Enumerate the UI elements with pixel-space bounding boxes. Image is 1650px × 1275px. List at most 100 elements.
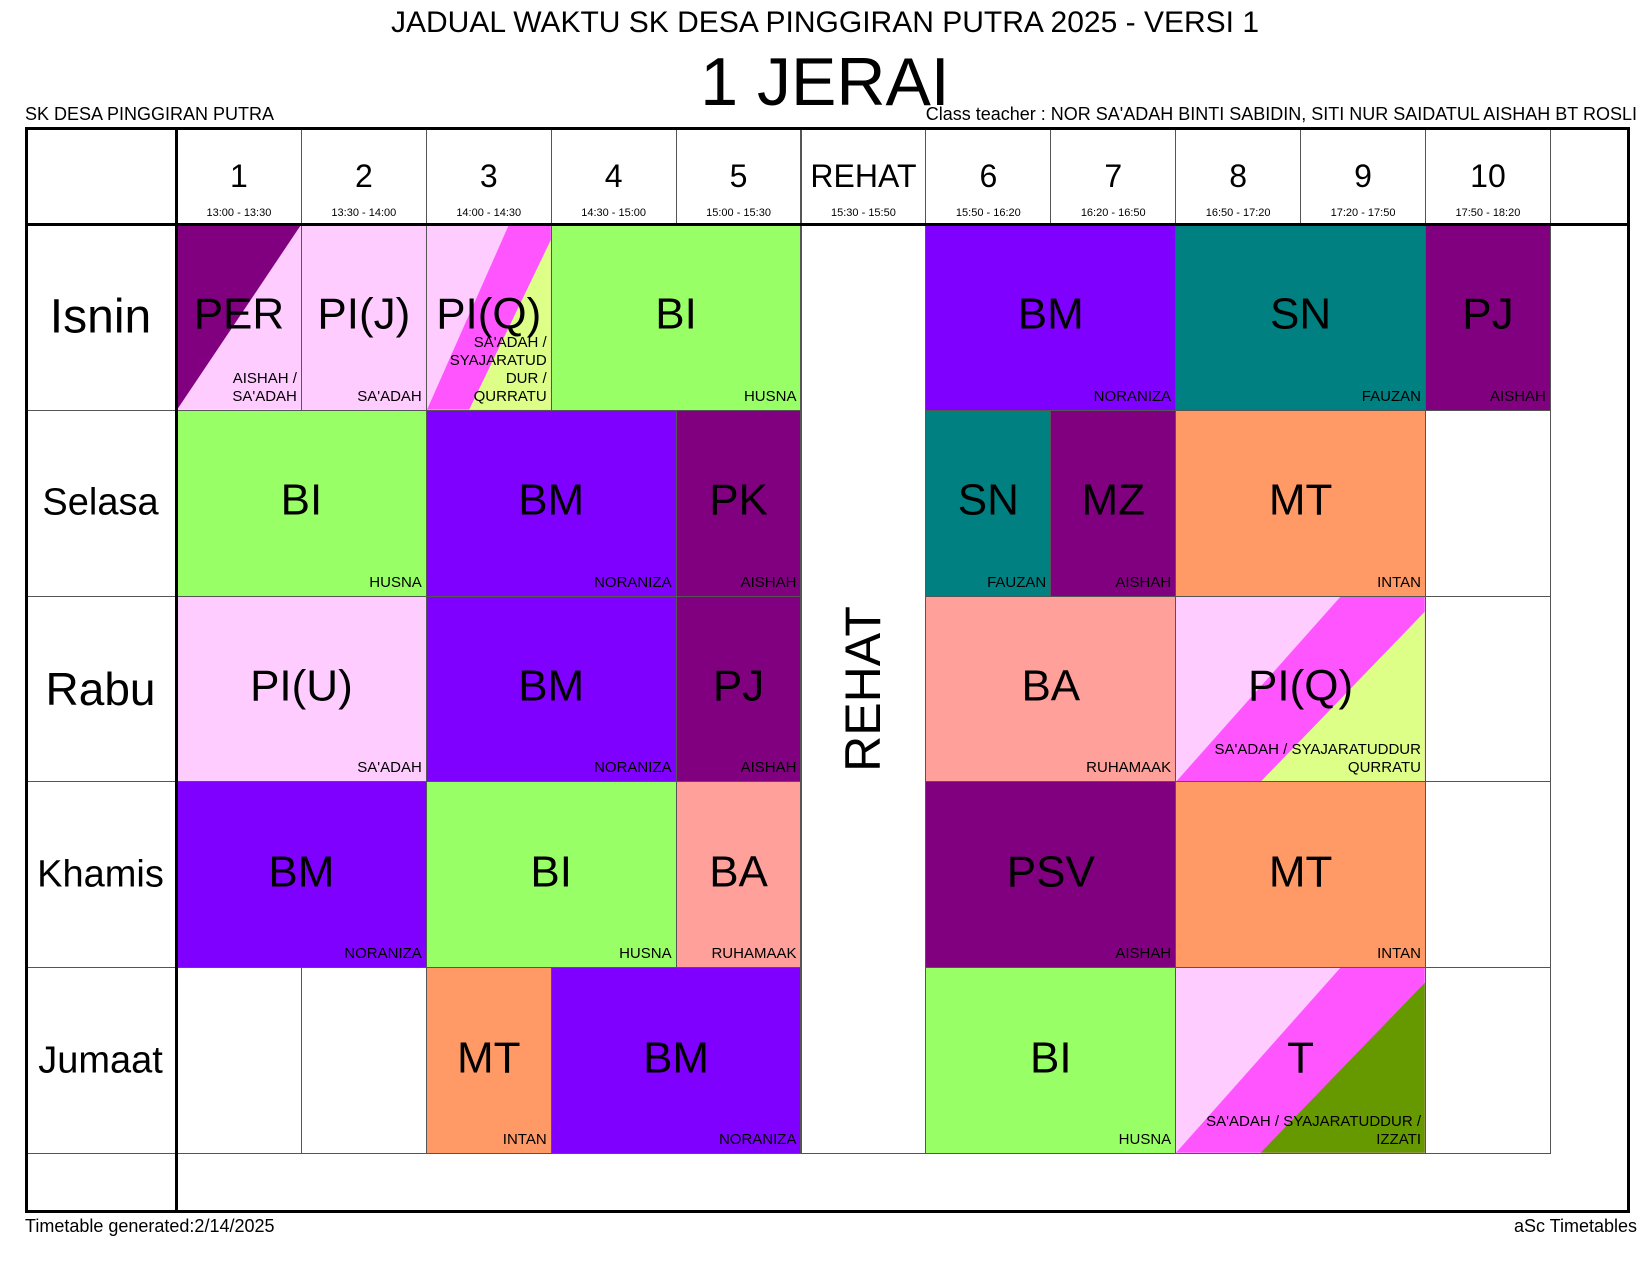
lesson-teacher: SA'ADAH xyxy=(357,387,422,405)
period-number: 5 xyxy=(729,158,748,194)
lesson-card[interactable]: SN FAUZAN xyxy=(925,409,1052,597)
lesson-subject: BM xyxy=(518,475,585,525)
period-header: 1 13:00 - 13:30 xyxy=(176,127,302,224)
lesson-subject: BM xyxy=(268,847,335,897)
period-header: 7 16:20 - 16:50 xyxy=(1050,127,1177,224)
day-row-label: Selasa xyxy=(25,409,176,597)
lesson-subject: PJ xyxy=(712,661,765,711)
lesson-teacher: AISHAH xyxy=(1115,945,1172,963)
lesson-subject: BI xyxy=(1030,1033,1072,1083)
lesson-card[interactable]: BI HUSNA xyxy=(176,409,427,597)
lesson-subject: PK xyxy=(709,475,768,525)
lesson-subject: BM xyxy=(643,1033,710,1083)
lesson-card[interactable]: PJ AISHAH xyxy=(675,595,802,783)
empty-slot[interactable] xyxy=(176,967,302,1154)
period-header: 6 15:50 - 16:20 xyxy=(925,127,1052,224)
lesson-card[interactable]: T SA'ADAH / SYAJARATUDDUR / IZZATI xyxy=(1175,967,1426,1154)
lesson-subject: MT xyxy=(1268,847,1333,897)
lesson-subject: MT xyxy=(456,1033,521,1083)
lesson-card[interactable]: MT INTAN xyxy=(425,967,552,1154)
lesson-teacher: NORANIZA xyxy=(1093,387,1172,405)
lesson-card[interactable]: PSV AISHAH xyxy=(925,781,1177,969)
lesson-card[interactable]: PJ AISHAH xyxy=(1425,224,1551,411)
lesson-card[interactable]: BI HUSNA xyxy=(425,781,677,969)
lesson-teacher: INTAN xyxy=(502,1130,547,1148)
lesson-subject: MT xyxy=(1268,475,1333,525)
period-number: 3 xyxy=(479,158,498,194)
lesson-subject: PI(U) xyxy=(250,661,353,711)
school-name: SK DESA PINGGIRAN PUTRA xyxy=(25,104,275,124)
lesson-card[interactable]: PI(Q) SA'ADAH / SYAJARATUDDUR QURRATU xyxy=(1175,595,1426,783)
lesson-teacher: RUHAMAAK xyxy=(1086,759,1172,777)
lesson-subject: PI(Q) xyxy=(1248,661,1354,711)
lesson-teacher: AISHAH xyxy=(1490,387,1546,405)
lesson-card[interactable]: BI HUSNA xyxy=(550,224,802,411)
lesson-teacher: HUSNA xyxy=(369,573,422,591)
empty-slot[interactable] xyxy=(1425,595,1551,783)
lesson-subject: PER xyxy=(193,289,285,339)
period-time: 14:00 - 14:30 xyxy=(456,207,522,219)
lesson-card[interactable]: BM NORANIZA xyxy=(425,595,677,783)
lesson-subject: PSV xyxy=(1006,847,1095,897)
period-header: 3 14:00 - 14:30 xyxy=(425,127,552,224)
day-name: Selasa xyxy=(42,481,159,524)
lesson-teacher: HUSNA xyxy=(743,387,797,405)
lesson-card[interactable]: BM NORANIZA xyxy=(176,781,427,969)
lesson-subject: PJ xyxy=(1462,289,1514,339)
split-color-background xyxy=(1176,596,1425,782)
day-row-label: Jumaat xyxy=(25,967,176,1154)
lesson-card[interactable]: BM NORANIZA xyxy=(550,967,802,1154)
lesson-teacher: AISHAH xyxy=(740,573,797,591)
lesson-teacher: FAUZAN xyxy=(987,573,1047,591)
lesson-card[interactable]: MT INTAN xyxy=(1175,781,1426,969)
break-column: REHAT xyxy=(800,224,927,1154)
period-time: 13:00 - 13:30 xyxy=(206,207,272,219)
day-row-label: Isnin xyxy=(25,224,176,411)
lesson-teacher: AISHAH xyxy=(1115,573,1172,591)
header-rule xyxy=(25,223,1630,226)
lesson-card[interactable]: BI HUSNA xyxy=(925,967,1177,1154)
lesson-teacher: SA'ADAH / SYAJARATUDDUR QURRATU xyxy=(1214,741,1421,777)
lesson-card[interactable]: BM NORANIZA xyxy=(425,409,677,597)
empty-slot[interactable] xyxy=(1425,409,1551,597)
lesson-subject: BM xyxy=(1017,289,1084,339)
lesson-teacher: NORANIZA xyxy=(594,573,672,591)
lesson-card[interactable]: MT INTAN xyxy=(1175,409,1426,597)
lesson-card[interactable]: PK AISHAH xyxy=(675,409,802,597)
period-number: REHAT xyxy=(810,158,917,194)
empty-slot[interactable] xyxy=(1425,967,1551,1154)
empty-slot[interactable] xyxy=(1425,781,1551,969)
lesson-card[interactable]: PI(Q) SA'ADAH / SYAJARATUD DUR / QURRATU xyxy=(425,224,552,411)
period-header: 2 13:30 - 14:00 xyxy=(300,127,427,224)
period-number: 8 xyxy=(1229,158,1248,194)
class-name: 1 JERAI xyxy=(700,44,950,120)
lesson-card[interactable]: MZ AISHAH xyxy=(1050,409,1177,597)
lesson-card[interactable]: SN FAUZAN xyxy=(1175,224,1426,411)
lesson-card[interactable]: BA RUHAMAAK xyxy=(675,781,802,969)
lesson-subject: PI(J) xyxy=(317,289,411,339)
lesson-subject: PI(Q) xyxy=(436,289,542,339)
period-time: 15:50 - 16:20 xyxy=(955,207,1021,219)
day-name: Rabu xyxy=(45,662,156,715)
lesson-subject: BI xyxy=(280,475,323,525)
lesson-subject: BA xyxy=(709,847,768,897)
lesson-card[interactable]: PER AISHAH / SA'ADAH xyxy=(176,224,302,411)
brand-label: aSc Timetables xyxy=(1513,1216,1637,1236)
lesson-card[interactable]: PI(J) SA'ADAH xyxy=(300,224,427,411)
generated-date: Timetable generated:2/14/2025 xyxy=(25,1216,275,1236)
lesson-card[interactable]: BA RUHAMAAK xyxy=(925,595,1177,783)
grid-corner xyxy=(25,127,176,224)
period-time: 16:50 - 17:20 xyxy=(1205,207,1271,219)
lesson-subject: SN xyxy=(1270,289,1332,339)
lesson-subject: BA xyxy=(1021,661,1081,711)
lesson-subject: BM xyxy=(518,661,585,711)
empty-slot[interactable] xyxy=(300,967,427,1154)
split-color-background xyxy=(1176,968,1425,1153)
lesson-card[interactable]: BM NORANIZA xyxy=(925,224,1177,411)
period-header: 4 14:30 - 15:00 xyxy=(550,127,677,224)
day-name: Khamis xyxy=(37,853,164,896)
lesson-teacher: RUHAMAAK xyxy=(711,945,797,963)
lesson-teacher: AISHAH / SA'ADAH xyxy=(232,369,297,405)
lesson-card[interactable]: PI(U) SA'ADAH xyxy=(176,595,427,783)
period-number: 9 xyxy=(1354,158,1372,194)
